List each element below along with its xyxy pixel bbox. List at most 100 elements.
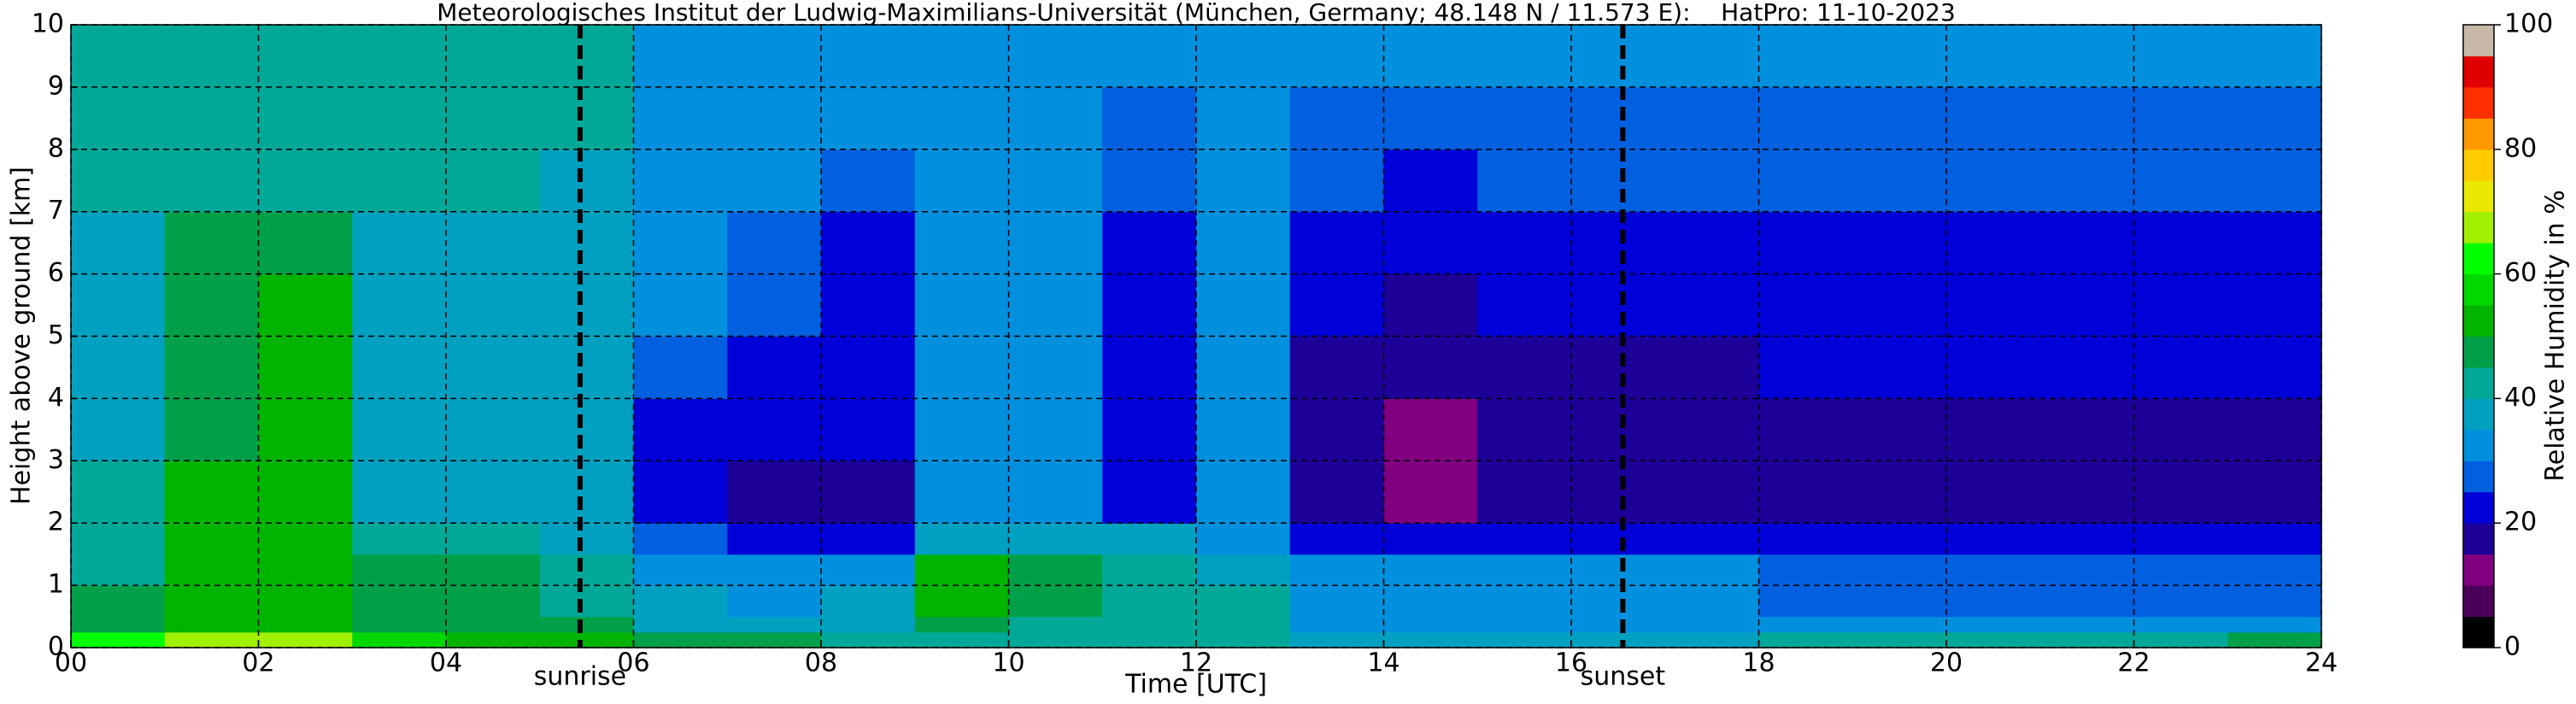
heatmap-cell — [164, 616, 260, 633]
heatmap-cell — [352, 86, 447, 150]
heatmap-cell — [914, 273, 1010, 337]
heatmap-cell — [727, 398, 822, 461]
y-tick-label: 6 — [48, 258, 64, 288]
heatmap-cell — [539, 398, 635, 461]
heatmap-cell — [2039, 616, 2135, 633]
heatmap-cell — [1477, 616, 1572, 633]
heatmap-cell — [2039, 631, 2135, 648]
heatmap-cell — [1852, 631, 1947, 648]
heatmap-cell — [2039, 585, 2135, 618]
heatmap-cell — [1664, 554, 1760, 586]
heatmap-cell — [1289, 211, 1385, 275]
heatmap-cell — [1852, 554, 1947, 586]
heatmap-cell — [821, 86, 916, 150]
heatmap-cell — [727, 149, 822, 213]
heatmap-cell — [727, 336, 822, 399]
heatmap-cell — [1383, 461, 1478, 524]
colorbar-tick-label: 80 — [2504, 133, 2537, 163]
heatmap-cell — [539, 523, 635, 555]
heatmap-cell — [446, 25, 541, 88]
heatmap-cell — [821, 554, 916, 586]
heatmap-cell — [914, 398, 1010, 461]
heatmap-cell — [1758, 86, 1853, 150]
event-label: sunrise — [534, 662, 626, 692]
heatmap-cell — [1383, 631, 1478, 648]
x-tick-label: 00 — [55, 648, 87, 678]
heatmap-cell — [1852, 616, 1947, 633]
heatmap-cell — [1571, 554, 1666, 586]
heatmap-cell — [258, 398, 353, 461]
heatmap-cell — [1196, 585, 1291, 618]
heatmap-cell — [1946, 149, 2041, 213]
heatmap-cell — [1102, 523, 1197, 555]
colorbar-segment — [2463, 523, 2494, 555]
colorbar-segment — [2463, 585, 2494, 618]
heatmap-cell — [258, 523, 353, 555]
heatmap-cell — [1008, 616, 1103, 633]
colorbar-tick-label: 0 — [2504, 632, 2520, 662]
heatmap-cell — [352, 461, 447, 524]
heatmap-cell — [164, 86, 260, 150]
heatmap-cell — [1477, 211, 1572, 275]
heatmap-cell — [258, 25, 353, 88]
heatmap-cell — [1477, 336, 1572, 399]
heatmap-cell — [821, 398, 916, 461]
heatmap-cell — [446, 554, 541, 586]
heatmap-cell — [1383, 273, 1478, 337]
heatmap-cell — [914, 211, 1010, 275]
heatmap-cell — [1008, 25, 1103, 88]
heatmap-cell — [1946, 211, 2041, 275]
heatmap-cell — [1664, 211, 1760, 275]
heatmap-cell — [1571, 149, 1666, 213]
heatmap-cell — [633, 616, 728, 633]
heatmap-cell — [1008, 585, 1103, 618]
x-axis-label: Time [UTC] — [1124, 670, 1267, 700]
heatmap-cell — [1664, 461, 1760, 524]
heatmap-cell — [1571, 211, 1666, 275]
heatmap-cell — [1008, 631, 1103, 648]
x-tick-label: 12 — [1180, 648, 1212, 678]
heatmap-cell — [1008, 86, 1103, 150]
heatmap-cell — [1102, 631, 1197, 648]
heatmap-cell — [633, 585, 728, 618]
colorbar-tick-label: 40 — [2504, 383, 2537, 413]
heatmap-cell — [1852, 273, 1947, 337]
heatmap-cell — [914, 86, 1010, 150]
x-tick-label: 18 — [1742, 648, 1775, 678]
heatmap-cell — [164, 554, 260, 586]
heatmap-cell — [352, 336, 447, 399]
heatmap-cell — [1196, 461, 1291, 524]
colorbar-segment — [2463, 367, 2494, 399]
heatmap-cell — [2133, 585, 2228, 618]
heatmap-cell — [539, 211, 635, 275]
heatmap-cell — [1477, 149, 1572, 213]
heatmap-cell — [446, 461, 541, 524]
heatmap-cell — [1102, 86, 1197, 150]
heatmap-cell — [1946, 25, 2041, 88]
heatmap-cell — [727, 86, 822, 150]
heatmap-cell — [1758, 336, 1853, 399]
heatmap-cell — [352, 273, 447, 337]
heatmap-cell — [1946, 523, 2041, 555]
colorbar-tick-label: 20 — [2504, 507, 2537, 537]
heatmap-cell — [2227, 25, 2322, 88]
heatmap-cell — [2133, 523, 2228, 555]
heatmap-cell — [2227, 616, 2322, 633]
heatmap-cell — [1196, 25, 1291, 88]
heatmap-cell — [1102, 25, 1197, 88]
heatmap-cell — [1383, 86, 1478, 150]
heatmap-cell — [1758, 149, 1853, 213]
colorbar-segment — [2463, 398, 2494, 431]
heatmap-cell — [1571, 616, 1666, 633]
colorbar-segment — [2463, 25, 2494, 56]
heatmap-cell — [1289, 585, 1385, 618]
heatmap-cell — [633, 86, 728, 150]
heatmap-cell — [1102, 149, 1197, 213]
heatmap-cell — [539, 86, 635, 150]
heatmap-cell — [1664, 398, 1760, 461]
heatmap-cell — [1571, 273, 1666, 337]
heatmap-cell — [727, 273, 822, 337]
heatmap-cell — [539, 554, 635, 586]
heatmap-cell — [539, 616, 635, 633]
heatmap-cell — [71, 523, 166, 555]
